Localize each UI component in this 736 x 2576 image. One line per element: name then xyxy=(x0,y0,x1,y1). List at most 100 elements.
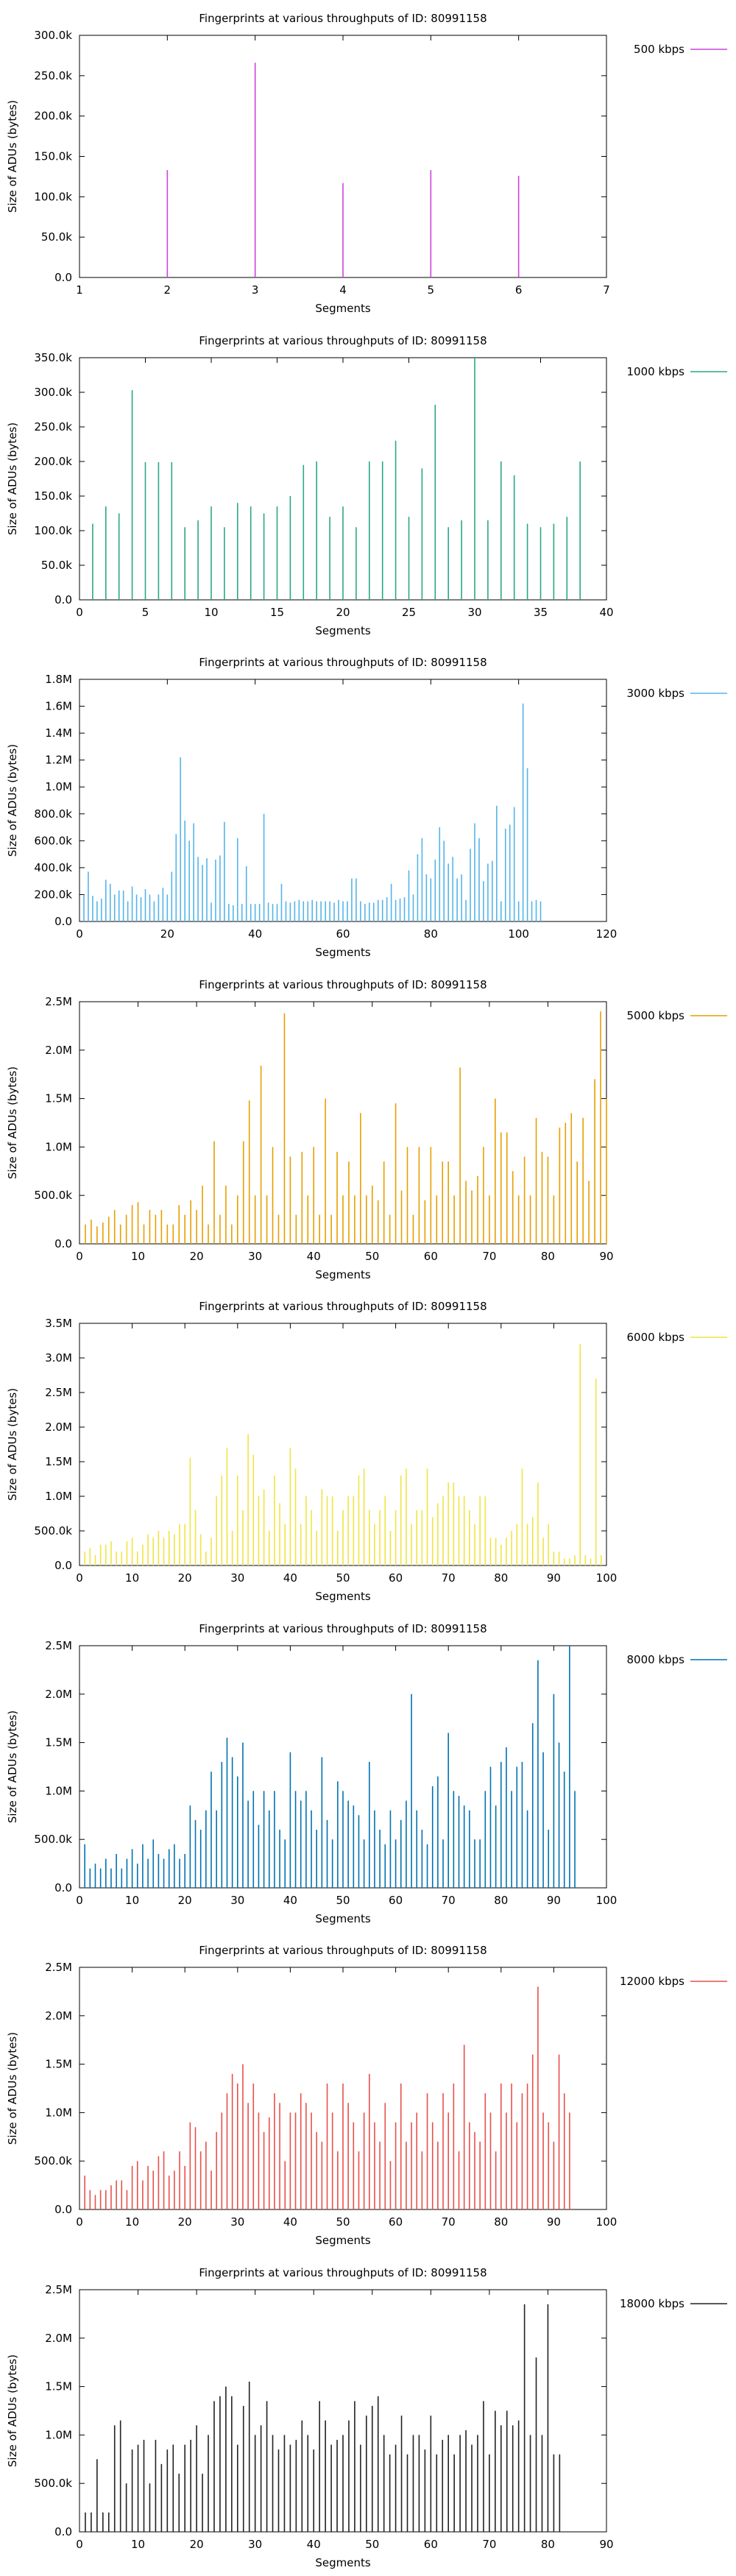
y-tick-label: 1.5M xyxy=(45,2058,72,2071)
y-tick-label: 300.0k xyxy=(34,386,72,399)
x-tick-label: 25 xyxy=(402,606,416,619)
series-bars xyxy=(84,1986,570,2209)
x-tick-label: 50 xyxy=(365,2538,379,2551)
x-tick-label: 80 xyxy=(494,1571,508,1585)
y-tick-label: 200.0k xyxy=(34,110,72,123)
x-tick-label: 10 xyxy=(131,1250,145,1263)
y-tick-label: 0.0 xyxy=(54,1237,72,1250)
x-tick-label: 10 xyxy=(125,2215,139,2229)
x-tick-label: 40 xyxy=(283,1894,297,1907)
chart-title: Fingerprints at various throughputs of I… xyxy=(199,1300,486,1313)
y-tick-label: 400.0k xyxy=(34,861,72,874)
x-tick-label: 40 xyxy=(283,1571,297,1585)
series-bars xyxy=(83,703,542,921)
x-tick-label: 70 xyxy=(442,1894,456,1907)
x-tick-label: 60 xyxy=(389,1571,403,1585)
x-tick-label: 20 xyxy=(178,1894,192,1907)
y-tick-label: 1.0M xyxy=(45,2106,72,2119)
y-tick-label: 0.0 xyxy=(54,2203,72,2216)
y-tick-label: 2.5M xyxy=(45,2283,72,2296)
y-tick-label: 2.0M xyxy=(45,1687,72,1700)
chart-title: Fingerprints at various throughputs of I… xyxy=(199,2266,486,2279)
y-tick-label: 1.2M xyxy=(45,754,72,767)
x-tick-label: 90 xyxy=(547,1571,561,1585)
y-tick-label: 500.0k xyxy=(34,1833,72,1846)
y-tick-label: 100.0k xyxy=(34,190,72,203)
y-axis-label: Size of ADUs (bytes) xyxy=(6,100,19,213)
x-tick-label: 7 xyxy=(603,283,610,297)
series-bars xyxy=(85,2304,561,2532)
x-tick-label: 50 xyxy=(336,2215,350,2229)
x-axis-label: Segments xyxy=(315,2234,371,2247)
x-tick-label: 40 xyxy=(307,1250,321,1263)
x-tick-label: 35 xyxy=(534,606,548,619)
series-bars xyxy=(84,1344,602,1565)
y-tick-label: 1.0M xyxy=(45,1140,72,1153)
y-tick-label: 0.0 xyxy=(54,271,72,284)
chart-panel-5: Fingerprints at various throughputs of I… xyxy=(6,1300,727,1603)
y-tick-label: 0.0 xyxy=(54,2525,72,2538)
legend-label: 18000 kbps xyxy=(620,2297,684,2310)
y-tick-label: 1.6M xyxy=(45,700,72,713)
y-tick-label: 2.0M xyxy=(45,1420,72,1434)
y-tick-label: 200.0k xyxy=(34,455,72,468)
y-tick-label: 0.0 xyxy=(54,593,72,606)
y-tick-label: 300.0k xyxy=(34,29,72,42)
x-tick-label: 20 xyxy=(160,927,174,941)
x-tick-label: 80 xyxy=(541,1250,555,1263)
chart-title: Fingerprints at various throughputs of I… xyxy=(199,1622,486,1635)
y-tick-label: 2.5M xyxy=(45,1386,72,1399)
x-tick-label: 20 xyxy=(190,2538,204,2551)
x-tick-label: 0 xyxy=(76,1894,83,1907)
x-tick-label: 3 xyxy=(252,283,259,297)
y-tick-label: 500.0k xyxy=(34,2477,72,2490)
series-bars xyxy=(85,1011,607,1244)
chart-title: Fingerprints at various throughputs of I… xyxy=(199,1944,486,1957)
x-axis-label: Segments xyxy=(315,302,371,315)
y-tick-label: 1.4M xyxy=(45,726,72,740)
x-tick-label: 120 xyxy=(596,927,618,941)
x-tick-label: 10 xyxy=(125,1894,139,1907)
y-tick-label: 1.0M xyxy=(45,1490,72,1503)
chart-panel-6: Fingerprints at various throughputs of I… xyxy=(6,1622,727,1925)
y-axis-label: Size of ADUs (bytes) xyxy=(6,1388,19,1501)
x-tick-label: 60 xyxy=(389,2215,403,2229)
x-tick-label: 2 xyxy=(164,283,171,297)
chart-title: Fingerprints at various throughputs of I… xyxy=(199,334,486,347)
chart-panel-7: Fingerprints at various throughputs of I… xyxy=(6,1944,727,2247)
y-tick-label: 500.0k xyxy=(34,1189,72,1202)
x-tick-label: 1 xyxy=(76,283,83,297)
series-bars xyxy=(166,63,520,277)
x-tick-label: 80 xyxy=(424,927,438,941)
series-bars xyxy=(84,1645,576,1888)
y-axis-label: Size of ADUs (bytes) xyxy=(6,1066,19,1178)
y-tick-label: 250.0k xyxy=(34,420,72,434)
y-tick-label: 1.5M xyxy=(45,1091,72,1105)
x-tick-label: 70 xyxy=(442,2215,456,2229)
y-tick-label: 1.5M xyxy=(45,1735,72,1749)
x-tick-label: 90 xyxy=(547,1894,561,1907)
legend-label: 5000 kbps xyxy=(627,1009,685,1022)
y-tick-label: 2.0M xyxy=(45,2331,72,2344)
x-tick-label: 20 xyxy=(190,1250,204,1263)
x-tick-label: 40 xyxy=(283,2215,297,2229)
x-tick-label: 0 xyxy=(76,2538,83,2551)
y-axis-label: Size of ADUs (bytes) xyxy=(6,1710,19,1822)
x-tick-label: 50 xyxy=(336,1571,350,1585)
series-bars xyxy=(92,357,581,600)
y-tick-label: 3.0M xyxy=(45,1351,72,1365)
x-tick-label: 5 xyxy=(428,283,435,297)
legend-label: 3000 kbps xyxy=(627,687,685,700)
y-tick-label: 1.0M xyxy=(45,780,72,793)
x-tick-label: 0 xyxy=(76,927,83,941)
x-tick-label: 0 xyxy=(76,606,83,619)
y-tick-label: 1.0M xyxy=(45,1784,72,1797)
x-tick-label: 60 xyxy=(336,927,350,941)
y-tick-label: 1.0M xyxy=(45,2428,72,2441)
y-tick-label: 150.0k xyxy=(34,489,72,503)
y-axis-label: Size of ADUs (bytes) xyxy=(6,744,19,857)
legend-label: 6000 kbps xyxy=(627,1331,685,1344)
x-tick-label: 90 xyxy=(599,2538,613,2551)
x-tick-label: 30 xyxy=(230,1894,244,1907)
